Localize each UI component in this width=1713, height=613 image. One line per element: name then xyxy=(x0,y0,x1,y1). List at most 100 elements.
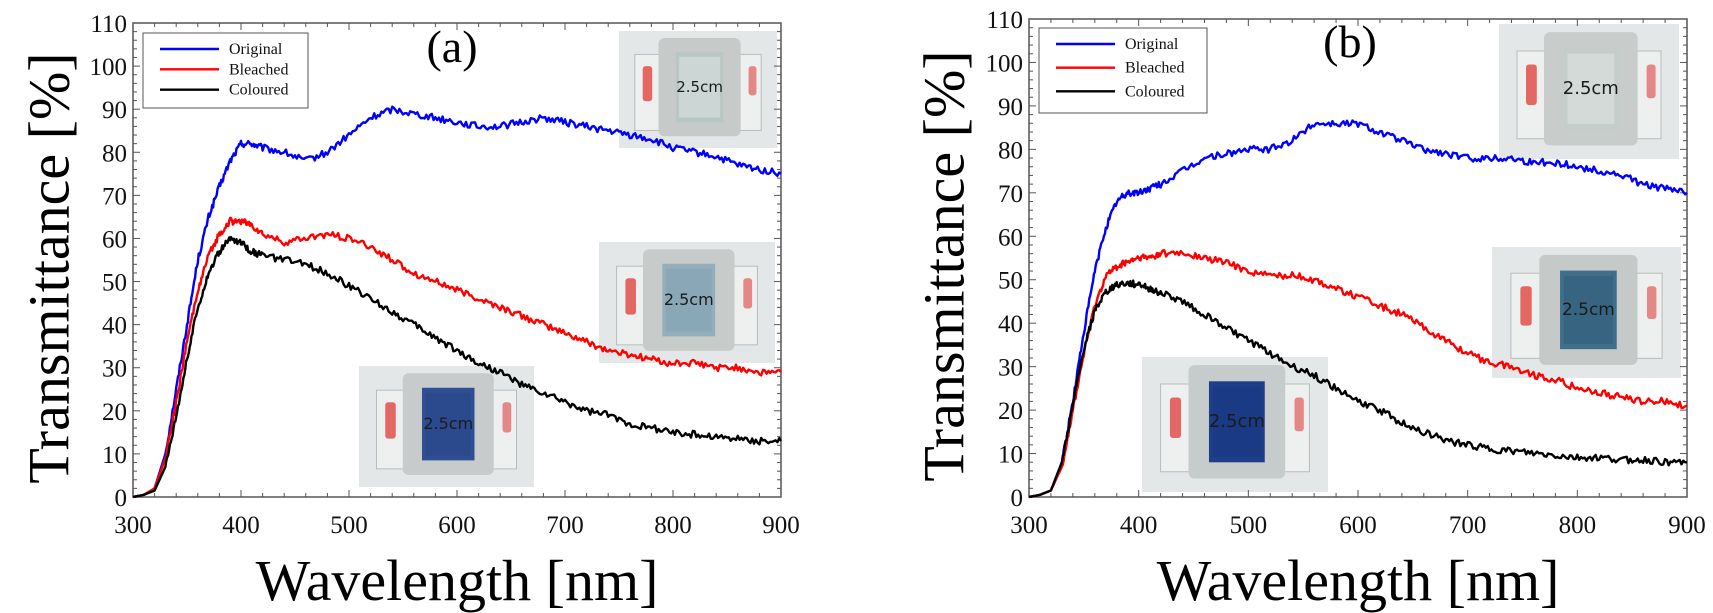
inset-scale-label: 2.5cm xyxy=(664,290,714,309)
inset-scale-label: 2.5cm xyxy=(1209,411,1265,432)
active-area-tint xyxy=(679,56,721,118)
tick-labels: 300 400 500 600 700 800 900 0 10 20 30 40 50 60 70 80 90… xyxy=(986,7,1706,539)
active-area-tint xyxy=(1563,275,1613,344)
y-tick-label: 80 xyxy=(102,140,127,167)
y-tick-label: 80 xyxy=(998,137,1023,164)
x-tick-label: 300 xyxy=(1010,512,1048,539)
legend-label: Original xyxy=(1125,36,1179,53)
y-tick-label: 110 xyxy=(90,11,127,38)
marker-label-right xyxy=(743,278,753,309)
x-tick-label: 600 xyxy=(438,512,476,539)
inset-scale-label: 2.5cm xyxy=(676,78,723,96)
inset-photo-bleached-window-photo: 2.5cm xyxy=(1492,247,1681,378)
y-tick-label: 100 xyxy=(986,50,1024,77)
marker-label-left xyxy=(1520,286,1532,326)
x-tick-label: 700 xyxy=(546,512,584,539)
y-tick-label: 30 xyxy=(998,355,1023,382)
y-tick-label: 10 xyxy=(102,442,127,469)
y-tick-label: 30 xyxy=(102,356,127,383)
y-tick-label: 100 xyxy=(90,54,128,81)
x-tick-label: 700 xyxy=(1449,512,1487,539)
series-line-bleached xyxy=(132,216,782,499)
y-tick-label: 40 xyxy=(998,311,1023,338)
marker-label-left xyxy=(1169,397,1182,438)
y-tick-label: 20 xyxy=(102,399,127,426)
active-area-tint xyxy=(1567,53,1615,124)
marker-label-right xyxy=(502,402,512,433)
y-tick-label: 0 xyxy=(1011,485,1024,512)
legend-entry: Original xyxy=(1056,36,1179,53)
ticks xyxy=(1028,18,1688,498)
y-tick-label: 40 xyxy=(102,313,127,340)
legend-label: Coloured xyxy=(1125,83,1185,100)
y-axis-title: Transmittance [%] xyxy=(16,52,81,483)
inset-photo-coloured-window-photo: 2.5cm xyxy=(359,366,534,487)
legend-label: Coloured xyxy=(229,82,289,99)
y-axis-title: Transmittance [%] xyxy=(911,50,976,481)
series-line-original xyxy=(132,105,782,499)
active-area-tint xyxy=(665,268,712,332)
marker-label-left xyxy=(625,278,636,315)
x-tick-label: 400 xyxy=(1120,512,1158,539)
x-tick-label: 600 xyxy=(1339,512,1377,539)
legend-entry: Coloured xyxy=(1056,83,1185,100)
active-area-tint xyxy=(425,392,471,456)
inset-scale-label: 2.5cm xyxy=(1562,300,1615,320)
legend: Original Bleached Coloured xyxy=(142,32,309,109)
y-tick-label: 90 xyxy=(102,97,127,124)
panel-a: 2.5cm 2.5cm 2.5cm 300 400 500 600 700 800 900 0 10… xyxy=(16,11,799,613)
x-axis-title: Wavelength [nm] xyxy=(1157,548,1560,613)
legend-entry: Coloured xyxy=(160,82,289,99)
panel-label: (a) xyxy=(426,21,477,72)
legend-entry: Original xyxy=(160,41,283,58)
inset-photos: 2.5cm 2.5cm 2.5cm xyxy=(359,31,777,487)
legend-box xyxy=(1038,27,1208,114)
curves xyxy=(1028,119,1688,499)
legend-label: Bleached xyxy=(229,61,289,78)
inset-scale-label: 2.5cm xyxy=(423,414,473,433)
y-tick-label: 60 xyxy=(102,226,127,253)
y-tick-label: 70 xyxy=(998,181,1023,208)
marker-label-right xyxy=(1646,64,1656,99)
inset-scale-label: 2.5cm xyxy=(1563,78,1619,99)
y-tick-label: 50 xyxy=(998,268,1023,295)
y-tick-label: 90 xyxy=(998,94,1023,121)
ticks xyxy=(132,22,782,498)
series-line-original xyxy=(1028,119,1688,499)
series-line-coloured xyxy=(1028,279,1688,499)
marker-label-right xyxy=(1294,397,1304,432)
marker-label-left xyxy=(1526,64,1537,105)
inset-photo-original-window-photo: 2.5cm xyxy=(619,31,777,148)
x-tick-label: 900 xyxy=(762,512,800,539)
legend-label: Original xyxy=(229,41,283,58)
x-tick-label: 800 xyxy=(654,512,692,539)
marker-label-left xyxy=(642,66,653,102)
y-tick-label: 10 xyxy=(998,442,1023,469)
y-tick-label: 60 xyxy=(998,224,1023,251)
y-tick-label: 0 xyxy=(115,485,128,512)
y-tick-label: 70 xyxy=(102,183,127,210)
x-tick-label: 800 xyxy=(1559,512,1597,539)
marker-label-left xyxy=(385,402,396,439)
y-tick-label: 20 xyxy=(998,398,1023,425)
y-tick-label: 110 xyxy=(986,7,1023,34)
series-line-bleached xyxy=(1028,248,1688,499)
legend-entry: Bleached xyxy=(1056,60,1185,77)
inset-photo-bleached-window-photo: 2.5cm xyxy=(599,242,775,363)
legend-entry: Bleached xyxy=(160,61,289,78)
legend-label: Bleached xyxy=(1125,60,1185,77)
panel-label: (b) xyxy=(1323,16,1377,67)
y-tick-label: 50 xyxy=(102,270,127,297)
inset-photos: 2.5cm 2.5cm 2.5cm xyxy=(1142,24,1681,492)
tick-labels: 300 400 500 600 700 800 900 0 10 20 30 40 50 60 70 80 90… xyxy=(90,11,800,539)
x-axis-title: Wavelength [nm] xyxy=(256,548,659,613)
legend: Original Bleached Coloured xyxy=(1038,27,1208,114)
series-line-coloured xyxy=(132,235,783,499)
panel-b: 2.5cm 2.5cm 2.5cm 300 400 500 600 700 800 900 0 10… xyxy=(911,7,1705,613)
active-area-tint xyxy=(1212,386,1262,457)
x-tick-label: 500 xyxy=(330,512,368,539)
x-tick-label: 900 xyxy=(1668,512,1706,539)
inset-photo-original-window-photo: 2.5cm xyxy=(1499,24,1679,159)
inset-photo-coloured-window-photo: 2.5cm xyxy=(1142,357,1328,492)
